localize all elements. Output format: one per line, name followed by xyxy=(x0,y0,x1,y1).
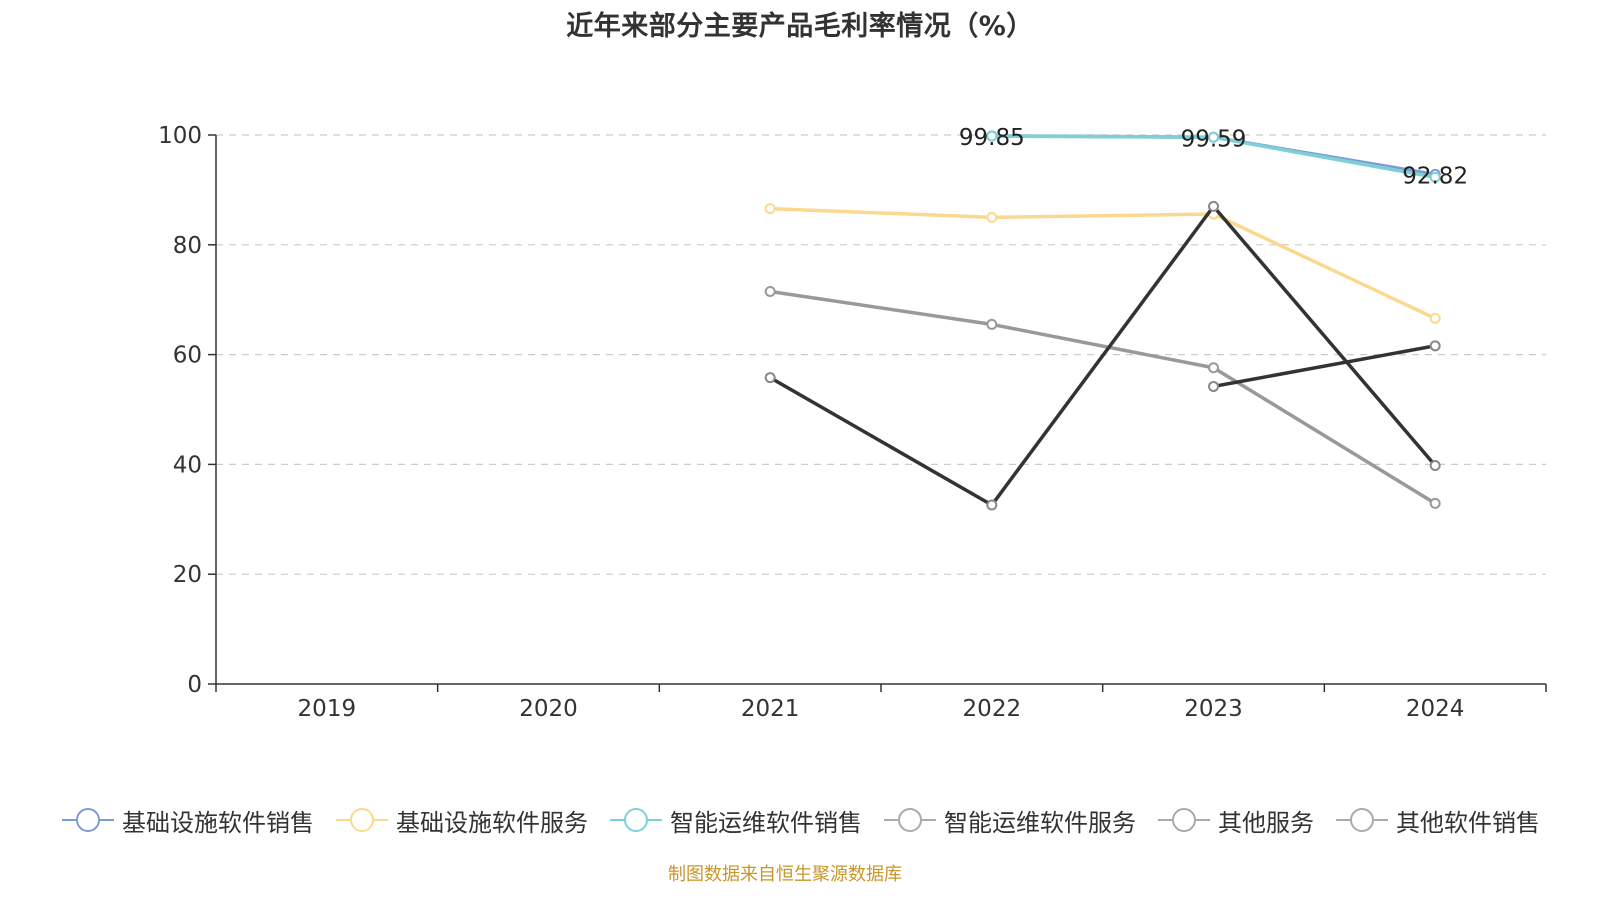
data-point xyxy=(1429,459,1441,471)
legend-line-circle-icon xyxy=(1336,808,1388,832)
data-point xyxy=(986,318,998,330)
series-5 xyxy=(1208,340,1441,392)
data-label: 92.82 xyxy=(1402,163,1468,189)
data-point xyxy=(1429,171,1441,183)
legend-label: 基础设施软件服务 xyxy=(396,808,588,837)
series-lines xyxy=(764,130,1441,511)
data-label: 99.59 xyxy=(1181,126,1247,152)
legend-item[interactable]: 智能运维软件服务 xyxy=(884,803,1136,838)
legend-line-circle-icon xyxy=(336,808,388,832)
data-point xyxy=(1208,200,1219,212)
series-3 xyxy=(764,285,1441,509)
data-point xyxy=(1208,131,1219,143)
data-point xyxy=(764,372,776,384)
legend-item[interactable]: 其他服务 xyxy=(1158,803,1314,838)
legend-label: 智能运维软件服务 xyxy=(944,808,1136,837)
data-point xyxy=(764,203,776,215)
legend-line-circle-icon xyxy=(62,808,114,832)
data-point xyxy=(1429,312,1441,324)
source-note: 制图数据来自恒生聚源数据库 xyxy=(668,864,902,885)
data-point xyxy=(986,499,998,511)
x-tick-label: 2019 xyxy=(298,696,357,722)
line-chart: 0 20 40 60 80 100 2019 2020 2021 2022 2023 2024 99.… xyxy=(158,123,1547,722)
series-line xyxy=(768,206,1437,321)
legend-item[interactable]: 智能运维软件销售 xyxy=(610,803,862,838)
x-tick-label: 2022 xyxy=(963,696,1022,722)
data-point xyxy=(1429,497,1441,509)
data-labels: 99.85 99.59 92.82 xyxy=(959,125,1468,190)
x-tick-label: 2021 xyxy=(741,696,800,722)
data-point xyxy=(1429,340,1441,352)
legend-line-circle-icon xyxy=(1158,808,1210,832)
legend-item[interactable]: 基础设施软件服务 xyxy=(336,803,588,838)
legend: 基础设施软件销售 基础设施软件服务 智能运维软件销售 智能运维软件服务 其他服务… xyxy=(62,802,1540,838)
legend-label: 智能运维软件销售 xyxy=(670,808,862,837)
series-line xyxy=(768,204,1437,507)
y-tick-label: 80 xyxy=(173,233,202,259)
data-point xyxy=(986,130,998,142)
data-point xyxy=(986,211,998,223)
x-tick-label: 2024 xyxy=(1406,696,1465,722)
legend-label: 基础设施软件销售 xyxy=(122,808,314,837)
data-point xyxy=(764,285,776,297)
data-point xyxy=(1208,362,1219,374)
legend-line-circle-icon xyxy=(884,808,936,832)
y-tick-label: 100 xyxy=(158,123,202,149)
legend-item[interactable]: 其他软件销售 xyxy=(1336,803,1540,838)
y-tick-label: 40 xyxy=(173,452,202,478)
axes: 0 20 40 60 80 100 2019 2020 2021 2022 2023 2024 xyxy=(158,123,1547,722)
legend-item[interactable]: 基础设施软件销售 xyxy=(62,803,314,838)
series-4 xyxy=(764,200,1441,511)
y-tick-label: 20 xyxy=(173,562,202,588)
series-line xyxy=(1211,344,1437,389)
x-tick-label: 2020 xyxy=(519,696,578,722)
grid-lines xyxy=(216,134,1546,575)
data-point xyxy=(1208,380,1219,392)
legend-line-circle-icon xyxy=(610,808,662,832)
data-label: 99.85 xyxy=(959,125,1025,151)
legend-label: 其他软件销售 xyxy=(1396,808,1540,837)
legend-label: 其他服务 xyxy=(1218,808,1314,837)
series-line xyxy=(768,289,1437,506)
y-tick-label: 0 xyxy=(187,672,202,698)
y-tick-label: 60 xyxy=(173,343,202,369)
chart-title: 近年来部分主要产品毛利率情况（%） xyxy=(566,11,1034,42)
x-tick-label: 2023 xyxy=(1184,696,1243,722)
series-2 xyxy=(986,130,1441,183)
